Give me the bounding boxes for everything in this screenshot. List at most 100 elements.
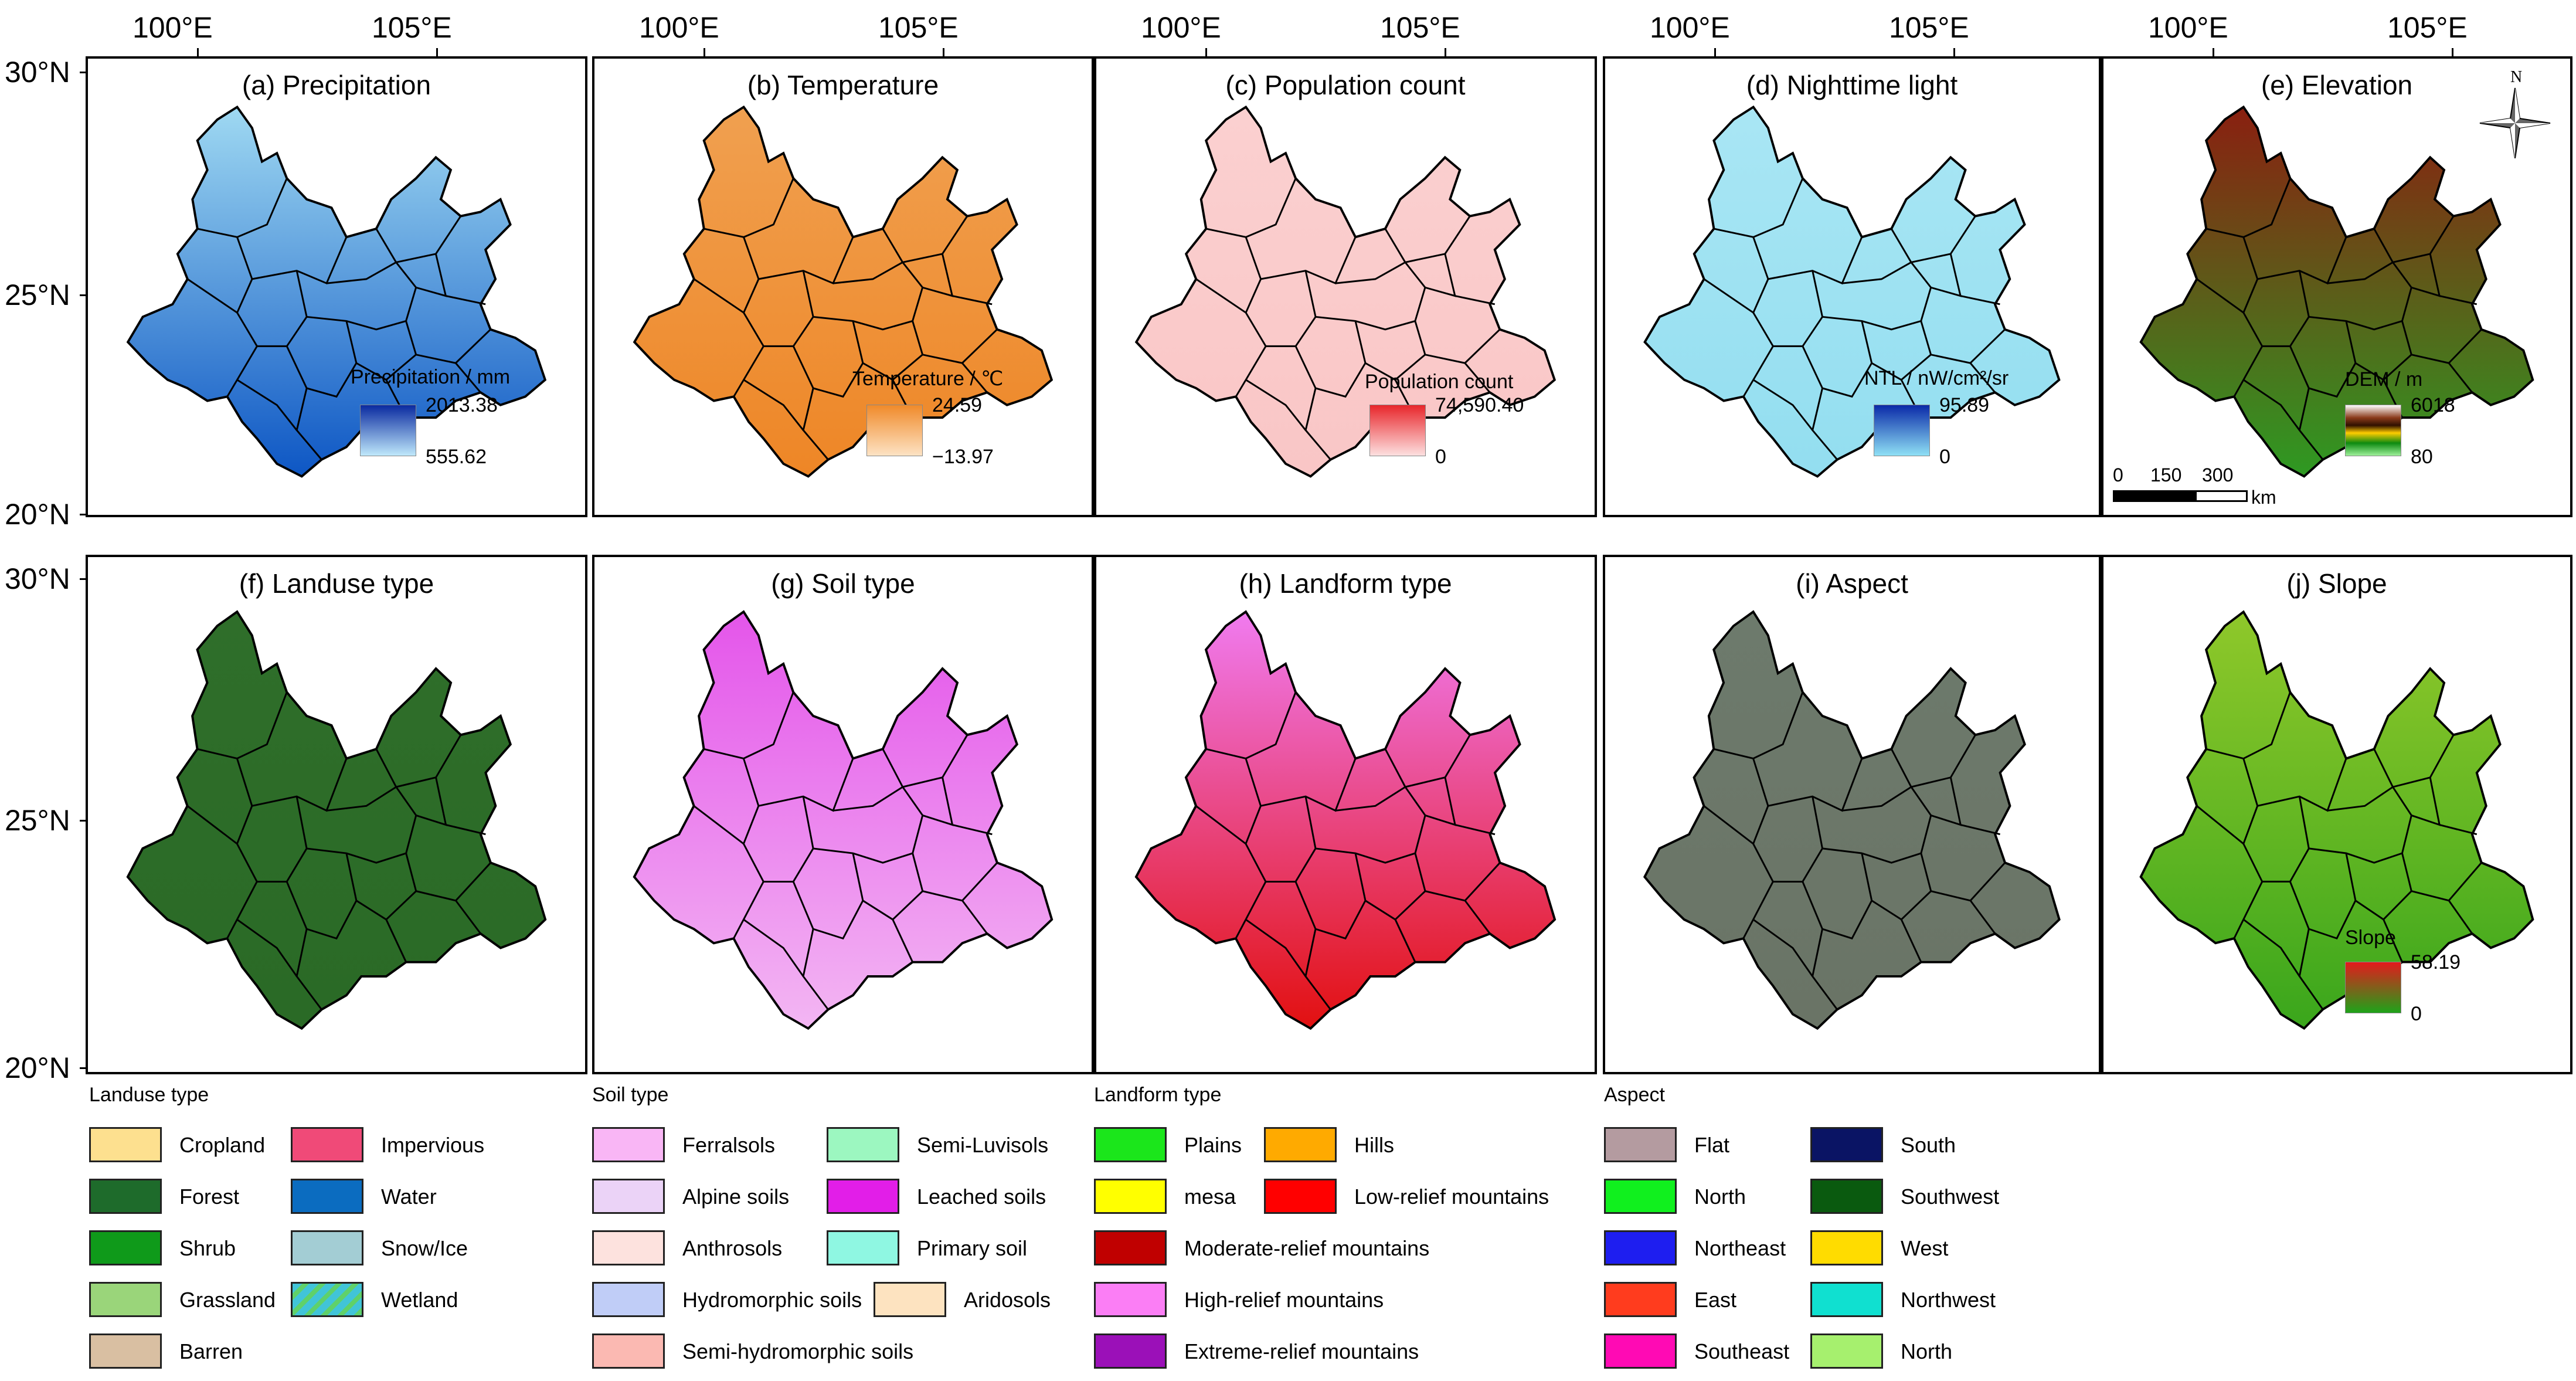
scale-bar-tick-label: 0 xyxy=(2113,464,2123,486)
prefecture-border xyxy=(693,758,760,846)
longitude-label: 100°E xyxy=(132,11,213,44)
latitude-tick xyxy=(80,514,87,515)
legend-item: mesa xyxy=(1094,1179,1516,1217)
panel-title: (e) Elevation xyxy=(2261,70,2413,100)
prefecture-border xyxy=(733,345,764,398)
legend-label: South xyxy=(1901,1133,1956,1157)
longitude-tick xyxy=(704,48,705,56)
legend-item: Semi-hydromorphic soils xyxy=(592,1334,1014,1372)
prefecture-border xyxy=(236,379,298,431)
prefecture-border xyxy=(252,758,348,812)
colorbar-min: 0 xyxy=(1435,446,1446,468)
legend-swatch xyxy=(1094,1179,1167,1214)
legend-swatch xyxy=(1094,1127,1167,1162)
prefecture-border xyxy=(286,881,358,940)
prefecture-border xyxy=(2345,853,2403,963)
province-map xyxy=(126,610,547,1030)
legend-label: Primary soil xyxy=(917,1236,1028,1260)
prefecture-border xyxy=(236,918,298,977)
prefecture-border xyxy=(882,734,968,788)
prefecture-border xyxy=(1354,853,1416,963)
prefecture-border xyxy=(1235,345,1267,398)
province-outline xyxy=(633,105,1053,478)
legend-swatch xyxy=(89,1230,162,1265)
panel-title: (j) Slope xyxy=(2286,568,2387,599)
legend-item: Wetland xyxy=(291,1282,713,1321)
legend-swatch xyxy=(89,1282,162,1317)
province-map xyxy=(2139,610,2534,1030)
prefecture-border xyxy=(1901,354,1932,381)
map-panel-i: (i) Aspect xyxy=(1603,555,2101,1074)
legend-label: Hydromorphic soils xyxy=(682,1288,862,1312)
legend-item: Northwest xyxy=(1810,1282,2232,1321)
legend-label: Plains xyxy=(1184,1133,1242,1157)
map-panel-h: (h) Landform type xyxy=(1094,555,1597,1074)
prefecture-border xyxy=(1742,345,1774,398)
province-map xyxy=(633,105,1053,478)
legend-title: Landform type xyxy=(1094,1084,1222,1106)
prefecture-border xyxy=(1703,758,1769,846)
latitude-label: 25°N xyxy=(5,279,70,311)
legend-swatch xyxy=(1810,1127,1883,1162)
prefecture-border xyxy=(1414,321,1491,393)
colorbar-max: 2013.38 xyxy=(426,394,498,416)
legend-label: North xyxy=(1694,1185,1746,1209)
longitude-label: 105°E xyxy=(1380,11,1460,44)
colorbar xyxy=(2345,962,2401,1013)
prefecture-border xyxy=(952,824,993,836)
legend-item: High-relief mountains xyxy=(1094,1282,1516,1321)
colorbar xyxy=(1874,405,1930,456)
province-outline xyxy=(633,610,1053,1030)
panel-title: (c) Population count xyxy=(1225,70,1466,100)
panel-title: (g) Soil type xyxy=(771,568,915,599)
prefecture-border xyxy=(455,862,492,901)
prefecture-border xyxy=(1752,379,1813,431)
prefecture-border xyxy=(2448,328,2482,364)
longitude-label: 105°E xyxy=(372,11,452,44)
legend-item: South xyxy=(1810,1127,2232,1166)
prefecture-border xyxy=(1714,178,1804,238)
legend-item: Low-relief mountains xyxy=(1264,1179,1686,1217)
legend-label: Leached soils xyxy=(917,1185,1046,1209)
prefecture-border xyxy=(2401,853,2473,934)
prefecture-border xyxy=(226,345,258,398)
legend-item: Southwest xyxy=(1810,1179,2232,1217)
latitude-tick xyxy=(80,72,87,73)
prefecture-border xyxy=(1822,785,1932,864)
prefecture-border xyxy=(1384,215,1471,263)
panel-title: (h) Landform type xyxy=(1239,568,1452,599)
colorbar-max: 74,590.40 xyxy=(1435,394,1524,416)
scale-bar-unit: km xyxy=(2251,487,2276,508)
legend-label: Anthrosols xyxy=(682,1236,783,1260)
legend-label: Extreme-relief mountains xyxy=(1184,1339,1419,1363)
prefecture-border xyxy=(1354,321,1416,418)
colorbar-max: 95.89 xyxy=(1939,394,1990,416)
legend-swatch xyxy=(1604,1127,1677,1162)
legend-item: Leached soils xyxy=(827,1179,1249,1217)
legend-item: Aridosols xyxy=(874,1282,1296,1321)
legend-swatch xyxy=(1264,1179,1337,1214)
longitude-tick xyxy=(2452,48,2453,56)
legend-item: Southeast xyxy=(1604,1334,2026,1372)
prefecture-border xyxy=(743,796,814,883)
legend-item: Snow/Ice xyxy=(291,1230,713,1269)
map-panel-f: (f) Landuse type xyxy=(86,555,587,1074)
colorbar-title: Population count xyxy=(1365,371,1514,393)
province-map xyxy=(1134,105,1557,478)
prefecture-border xyxy=(1260,758,1357,812)
legend-item: Primary soil xyxy=(827,1230,1249,1269)
longitude-tick xyxy=(943,48,944,56)
prefecture-border xyxy=(1768,236,1863,285)
legend-swatch xyxy=(1810,1334,1883,1369)
legend-item: Hydromorphic soils xyxy=(592,1282,1014,1321)
province-map xyxy=(633,610,1053,1030)
prefecture-border xyxy=(1394,354,1426,381)
prefecture-border xyxy=(385,890,417,921)
prefecture-border xyxy=(1260,236,1357,285)
prefecture-border xyxy=(385,354,417,381)
panel-title: (b) Temperature xyxy=(747,70,939,100)
prefecture-border xyxy=(922,777,954,826)
prefecture-border xyxy=(743,918,804,977)
scale-bar-tick-label: 300 xyxy=(2202,464,2234,486)
legend-swatch xyxy=(827,1127,899,1162)
